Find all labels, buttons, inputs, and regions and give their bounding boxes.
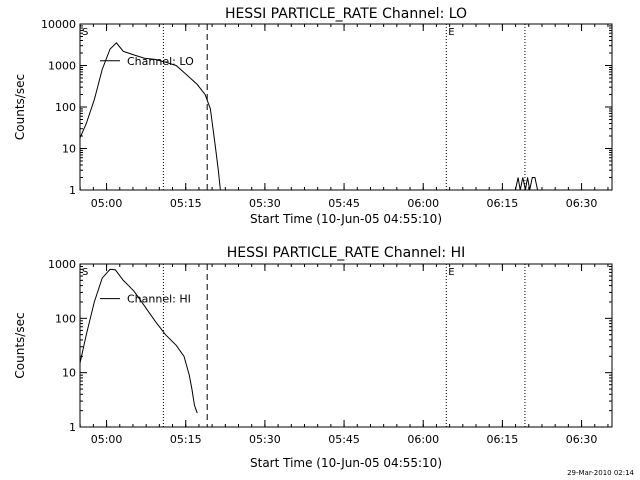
x-tick-label: 06:00 (407, 197, 439, 210)
x-axis-label: Start Time (10-Jun-05 04:55:10) (250, 212, 442, 226)
y-axis-label: Counts/sec (13, 312, 27, 378)
x-tick-label: 05:30 (249, 197, 281, 210)
y-tick-label: 10000 (41, 18, 76, 31)
y-tick-label: 1 (69, 184, 76, 197)
x-tick-label: 06:15 (487, 197, 519, 210)
x-tick-label: 05:15 (170, 433, 202, 446)
x-tick-label: 05:30 (249, 433, 281, 446)
y-tick-label: 100 (55, 101, 76, 114)
marker-label: E (448, 267, 454, 278)
chart-panel-1: HESSI PARTICLE_RATE Channel: HI Counts/se… (13, 245, 613, 470)
chart-title: HESSI PARTICLE_RATE Channel: HI (227, 245, 465, 261)
series-line-1 (514, 177, 539, 191)
x-tick-label: 06:30 (566, 197, 598, 210)
x-tick-label: 05:15 (170, 197, 202, 210)
plot-frame (79, 23, 613, 191)
chart-title: HESSI PARTICLE_RATE Channel: LO (225, 6, 467, 22)
x-tick-label: 06:30 (566, 433, 598, 446)
x-tick-label: 06:15 (487, 433, 519, 446)
x-tick-label: 05:45 (328, 197, 360, 210)
x-tick-label: 05:45 (328, 433, 360, 446)
x-tick-label: 06:00 (407, 433, 439, 446)
plot-frame (79, 263, 613, 428)
marker-label-s: S (82, 27, 88, 38)
marker-label: E (448, 27, 454, 38)
legend-label: Channel: HI (127, 293, 191, 306)
series-line-0 (79, 268, 198, 414)
x-tick-label: 05:00 (91, 197, 123, 210)
y-tick-label: 100 (55, 312, 76, 325)
series-line-0 (79, 42, 221, 191)
y-tick-label: 1000 (48, 60, 76, 73)
x-axis-label: Start Time (10-Jun-05 04:55:10) (250, 456, 442, 470)
y-axis-label: Counts/sec (13, 74, 27, 140)
x-tick-label: 05:00 (91, 433, 123, 446)
legend-label: Channel: LO (127, 55, 194, 68)
chart-panel-0: HESSI PARTICLE_RATE Channel: LO Counts/se… (13, 6, 613, 226)
marker-label-s: S (82, 267, 88, 278)
y-tick-label: 10 (62, 143, 76, 156)
y-tick-label: 1 (69, 421, 76, 434)
y-tick-label: 1000 (48, 258, 76, 271)
y-tick-label: 10 (62, 367, 76, 380)
timestamp-stamp: 29-Mar-2010 02:14 (567, 469, 634, 477)
